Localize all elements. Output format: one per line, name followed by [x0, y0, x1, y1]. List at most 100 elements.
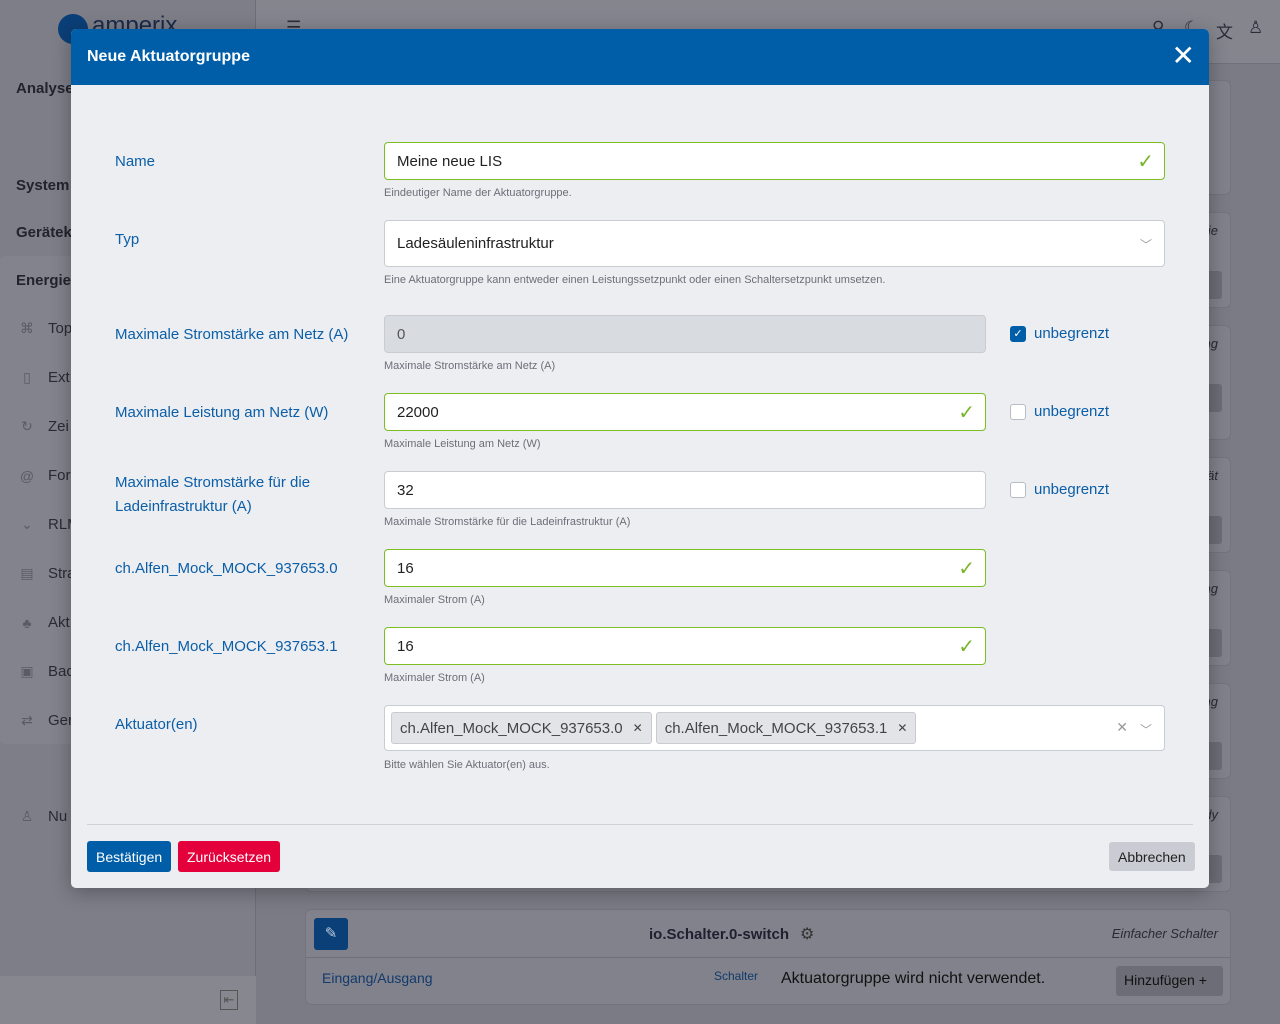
actuator0-input[interactable]: 16 ✓ — [384, 549, 986, 587]
collapse-sidebar-icon[interactable]: ⇤ — [220, 990, 238, 1010]
check-icon: ✓ — [958, 558, 975, 580]
add-button[interactable]: Hinzufügen + — [1116, 966, 1223, 996]
type-select[interactable]: Ladesäuleninfrastruktur ﹀ — [384, 220, 1165, 267]
card-type: Einfacher Schalter — [1111, 926, 1218, 941]
documents-icon: ▤ — [20, 565, 34, 581]
check-icon: ✓ — [1137, 151, 1154, 173]
max-current-infra-value: 32 — [397, 481, 414, 499]
max-current-grid-unlimited-checkbox[interactable]: ✓ unbegrenzt — [1010, 325, 1109, 342]
sidebar-item-users[interactable]: ♙ Nu — [18, 808, 67, 825]
cancel-button[interactable]: Abbrechen — [1109, 842, 1195, 871]
unlimited-label: unbegrenzt — [1034, 325, 1110, 342]
swap-icon: ⇄ — [21, 712, 33, 728]
new-actuator-group-dialog: Neue Aktuatorgruppe ✕ Name Meine neue LI… — [71, 29, 1209, 888]
actuators-hint: Bitte wählen Sie Aktuator(en) aus. — [384, 759, 550, 771]
close-icon[interactable]: ✕ — [1171, 40, 1195, 71]
dialog-title: Neue Aktuatorgruppe — [87, 48, 250, 65]
max-current-infra-input[interactable]: 32 — [384, 471, 986, 509]
save-icon: ▣ — [20, 663, 34, 679]
max-current-grid-value: 0 — [397, 325, 406, 343]
checkbox-checked-icon: ✓ — [1010, 325, 1026, 342]
max-power-grid-input[interactable]: 22000 ✓ — [384, 393, 986, 431]
remove-tag-icon[interactable]: ✕ — [632, 721, 643, 735]
actuator0-label: ch.Alfen_Mock_MOCK_937653.0 — [115, 560, 338, 577]
sidebar-item-label: Zei — [48, 418, 69, 435]
section-system[interactable]: System — [16, 177, 70, 194]
actuators-multiselect[interactable]: ch.Alfen_Mock_MOCK_937653.0 ✕ ch.Alfen_Mo… — [384, 705, 1165, 751]
edit-button[interactable]: ✎ — [314, 918, 348, 950]
max-power-grid-value: 22000 — [397, 403, 439, 421]
actuator1-hint: Maximaler Strom (A) — [384, 672, 485, 684]
sidebar-item-ger[interactable]: ⇄ Ger — [18, 712, 73, 729]
checkbox-icon — [1010, 481, 1026, 498]
chevron-down-icon[interactable]: ﹀ — [1139, 723, 1152, 737]
sidebar-item-zeit[interactable]: ↻ Zei — [18, 418, 69, 435]
sidebar-item-topology[interactable]: ⌘ Top — [18, 320, 72, 337]
divider — [306, 957, 1230, 958]
max-current-infra-unlimited-checkbox[interactable]: unbegrenzt — [1010, 481, 1109, 498]
actuator-tag: ch.Alfen_Mock_MOCK_937653.1 ✕ — [655, 712, 917, 744]
tag-label: ch.Alfen_Mock_MOCK_937653.0 — [400, 719, 623, 737]
section-analyse[interactable]: Analyse — [16, 80, 74, 97]
max-current-grid-input[interactable]: 0 — [384, 315, 986, 353]
sidebar-item-for[interactable]: @ For — [18, 467, 71, 484]
max-current-infra-label: Maximale Stromstärke für die Ladeinfrast… — [115, 474, 311, 515]
clear-icon[interactable]: ✕ — [1116, 719, 1128, 735]
actuator1-value: 16 — [397, 637, 414, 655]
name-value: Meine neue LIS — [397, 152, 503, 170]
name-hint: Eindeutiger Name der Aktuatorgruppe. — [384, 187, 572, 199]
actuator1-input[interactable]: 16 ✓ — [384, 627, 986, 665]
gear-icon[interactable]: ⚙ — [800, 926, 815, 943]
confirm-button[interactable]: Bestätigen — [87, 841, 172, 872]
at-icon: @ — [19, 467, 35, 484]
sidebar-footer — [0, 976, 256, 1024]
type-label: Typ — [115, 231, 140, 248]
section-geraete[interactable]: Gerätek — [16, 224, 72, 241]
chevron-down-icon: ⌄ — [21, 516, 33, 532]
max-power-grid-unlimited-checkbox[interactable]: unbegrenzt — [1010, 403, 1109, 420]
clock-refresh-icon: ↻ — [21, 418, 33, 434]
actuator-tag: ch.Alfen_Mock_MOCK_937653.0 ✕ — [391, 712, 652, 744]
sidebar-item-label: Bac — [48, 663, 74, 680]
actuator0-value: 16 — [397, 559, 414, 577]
status-text: Aktuatorgruppe wird nicht verwendet. — [781, 970, 1046, 987]
check-icon: ✓ — [958, 636, 975, 658]
chevron-down-icon: ﹀ — [1139, 238, 1152, 252]
translate-icon[interactable]: 文 — [1216, 23, 1233, 42]
sidebar-item-label: Stra — [48, 565, 76, 582]
card-title: io.Schalter.0-switch — [649, 926, 790, 943]
switch-label: Schalter — [714, 969, 759, 983]
name-input[interactable]: Meine neue LIS ✓ — [384, 142, 1165, 180]
sidebar-item-label: Top — [48, 320, 73, 337]
dialog-header: Neue Aktuatorgruppe ✕ — [71, 29, 1209, 85]
checkbox-icon — [1010, 403, 1026, 420]
actuator1-label: ch.Alfen_Mock_MOCK_937653.1 — [115, 638, 338, 655]
tag-label: ch.Alfen_Mock_MOCK_937653.1 — [664, 719, 888, 737]
check-icon: ✓ — [958, 402, 975, 424]
user-icon[interactable]: ♙ — [1248, 18, 1264, 37]
sidebar-item-strategy[interactable]: ▤ Stra — [18, 565, 76, 582]
io-label: Eingang/Ausgang — [322, 970, 433, 986]
sidebar-item-ext[interactable]: ▯ Ext. — [18, 369, 74, 386]
hierarchy-icon: ♣ — [22, 614, 32, 631]
name-label: Name — [115, 153, 156, 170]
sidebar-item-label: Nu — [48, 808, 68, 825]
users-icon: ♙ — [20, 808, 34, 824]
card-type: ät — [1207, 468, 1218, 483]
type-hint: Eine Aktuatorgruppe kann entweder einen … — [384, 274, 886, 286]
reset-button[interactable]: Zurücksetzen — [178, 841, 281, 872]
sensor-icon: ▯ — [23, 369, 31, 385]
unlimited-label: unbegrenzt — [1034, 403, 1110, 420]
remove-tag-icon[interactable]: ✕ — [897, 721, 908, 735]
max-power-grid-hint: Maximale Leistung am Netz (W) — [384, 438, 541, 450]
section-energie[interactable]: Energie — [16, 272, 72, 289]
max-current-grid-label: Maximale Stromstärke am Netz (A) — [115, 326, 349, 343]
sidebar-item-backup[interactable]: ▣ Bac — [18, 663, 74, 680]
add-label: Hinzufügen — [1124, 972, 1195, 988]
sidebar-item-label: Ger — [48, 712, 74, 729]
topology-icon: ⌘ — [20, 320, 34, 336]
sidebar-item-label: Akt — [48, 614, 70, 631]
max-current-grid-hint: Maximale Stromstärke am Netz (A) — [384, 360, 556, 372]
actuator0-hint: Maximaler Strom (A) — [384, 594, 485, 606]
sidebar-item-aktuator[interactable]: ♣ Akt — [18, 614, 70, 631]
